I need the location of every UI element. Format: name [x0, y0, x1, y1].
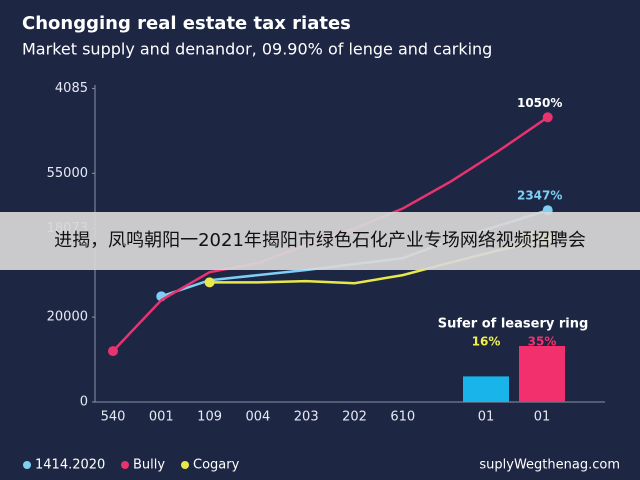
legend-swatch	[23, 461, 31, 469]
legend-label: Cogary	[193, 458, 240, 473]
x-tick-label: 109	[197, 410, 222, 425]
bar-chart-title: Sufer of leasery ring	[438, 317, 589, 332]
bar	[463, 376, 509, 402]
legend-label: Bully	[133, 458, 165, 473]
x-tick-label: 004	[245, 410, 270, 425]
chart-subtitle: Market supply and denandor, 09.90% of le…	[22, 40, 492, 59]
y-tick-label: 55000	[47, 166, 88, 181]
legend-swatch	[181, 461, 189, 469]
bar-value-label: 16%	[472, 335, 501, 349]
y-tick-label: 0	[80, 395, 88, 410]
x-tick-label: 203	[294, 410, 319, 425]
legend-swatch	[121, 461, 129, 469]
end-label: 2347%	[517, 189, 562, 203]
bar	[519, 346, 565, 402]
x-tick-label: 01	[478, 410, 495, 425]
line-endpoint	[204, 277, 215, 288]
x-tick-label: 202	[342, 410, 367, 425]
legend-label: 1414.2020	[35, 458, 105, 473]
y-tick-label: 20000	[47, 310, 88, 325]
x-tick-label: 540	[101, 410, 126, 425]
end-label: 1050%	[517, 96, 562, 110]
chart-title: Chongging real estate tax riates	[22, 13, 351, 34]
line-endpoint	[542, 112, 553, 123]
x-tick-label: 610	[390, 410, 415, 425]
line-endpoint	[108, 346, 118, 357]
y-tick-label: 4085	[55, 81, 88, 96]
x-tick-label: 001	[149, 410, 174, 425]
bar-value-label: 35%	[528, 335, 557, 349]
banner: 进揭，凤鸣朝阳一2021年揭阳市绿色石化产业专场网络视频招聘会	[0, 212, 640, 270]
source: suplyWegthenag.com	[479, 458, 620, 473]
x-tick-label: 01	[534, 410, 551, 425]
